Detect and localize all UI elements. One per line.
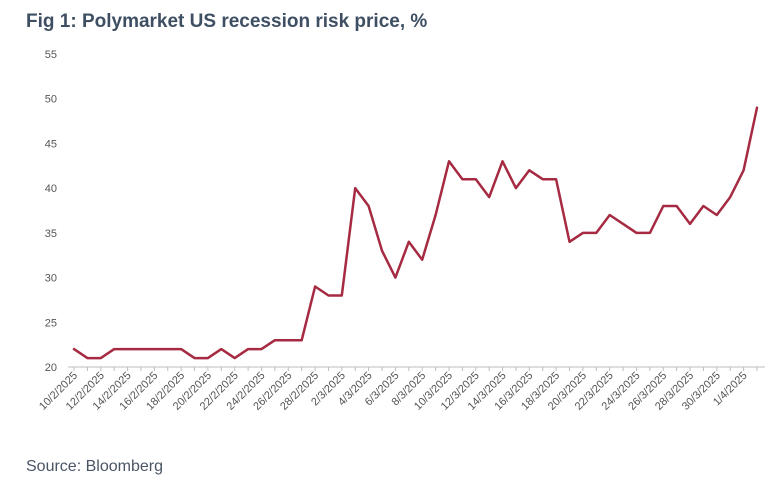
y-tick-label: 45 [45,138,57,150]
y-tick-label: 20 [45,362,57,374]
y-tick-label: 50 [45,94,57,106]
y-tick-label: 40 [45,183,57,195]
source-note: Source: Bloomberg [26,458,163,475]
series-line [72,106,759,360]
x-axis-ticks: 10/2/202512/2/202514/2/202516/2/202518/2… [37,367,758,413]
y-tick-label: 25 [45,317,57,329]
y-axis-ticks: 20 25 30 35 40 45 50 55 [45,49,57,374]
y-tick-label: 30 [45,273,57,285]
y-tick-label: 35 [45,228,57,240]
y-tick-label: 55 [45,49,57,61]
chart-title: Fig 1: Polymarket US recession risk pric… [26,11,428,32]
